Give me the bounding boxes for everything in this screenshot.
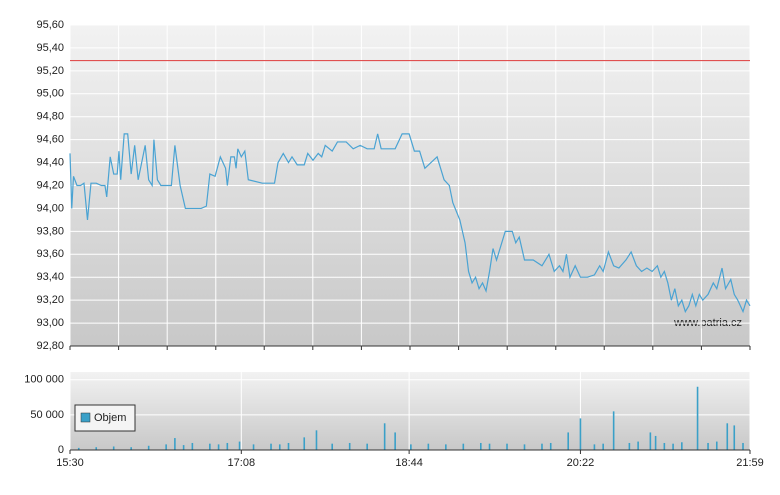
y-tick-label: 94,80 — [36, 111, 64, 123]
volume-bar — [410, 444, 412, 450]
y-tick-label: 94,60 — [36, 134, 64, 146]
volume-bar — [165, 444, 167, 450]
volume-bar — [394, 432, 396, 450]
volume-bar — [593, 444, 596, 450]
volume-bar — [672, 443, 674, 450]
y-tick-label: 93,20 — [36, 294, 64, 306]
y-tick-label: 93,00 — [36, 317, 64, 329]
volume-bar — [427, 443, 430, 450]
x-tick-label: 15:30 — [56, 457, 84, 469]
y-tick-label: 100 000 — [24, 374, 64, 386]
volume-bar — [130, 447, 132, 450]
y-tick-label: 92,80 — [36, 340, 64, 352]
volume-bar — [649, 432, 652, 450]
volume-bar — [383, 423, 386, 450]
volume-bar — [182, 445, 185, 450]
volume-bar — [612, 411, 615, 450]
volume-bar — [726, 423, 729, 450]
volume-bar — [252, 444, 255, 450]
volume-bar — [445, 444, 447, 450]
x-tick-label: 20:22 — [567, 457, 595, 469]
volume-bar — [270, 443, 272, 450]
volume-bar — [366, 443, 368, 450]
volume-bar — [549, 442, 552, 450]
y-tick-label: 94,40 — [36, 156, 64, 168]
x-tick-label: 18:44 — [395, 457, 423, 469]
y-tick-label: 93,40 — [36, 271, 64, 283]
volume-bar — [95, 447, 98, 450]
volume-bar — [462, 443, 465, 450]
y-tick-label: 93,60 — [36, 248, 64, 260]
volume-bar — [579, 418, 582, 450]
y-tick-label: 95,20 — [36, 65, 64, 77]
y-tick-label: 95,00 — [36, 88, 64, 100]
volume-bar — [238, 441, 241, 450]
volume-bar — [217, 444, 220, 450]
volume-bar — [348, 442, 351, 450]
volume-bar — [278, 444, 281, 450]
legend-swatch — [80, 412, 91, 423]
y-tick-label: 0 — [58, 444, 64, 456]
volume-bar — [637, 441, 639, 450]
volume-bar — [681, 442, 683, 450]
volume-bar — [147, 445, 150, 450]
volume-bar — [742, 442, 744, 450]
volume-bar — [174, 438, 176, 450]
volume-bar — [506, 443, 508, 450]
volume-bar — [331, 443, 334, 450]
y-tick-label: 93,80 — [36, 225, 64, 237]
volume-bar — [191, 442, 194, 450]
volume-bar — [209, 443, 211, 450]
x-tick-label: 21:59 — [736, 457, 764, 469]
y-tick-label: 94,00 — [36, 202, 64, 214]
volume-bar — [77, 447, 80, 450]
y-tick-label: 95,60 — [36, 19, 64, 31]
volume-bar — [663, 442, 666, 450]
volume-bar — [303, 437, 306, 450]
volume-bar — [523, 444, 526, 450]
volume-bar — [226, 442, 229, 450]
y-tick-label: 95,40 — [36, 42, 64, 54]
price-line — [69, 133, 751, 314]
y-tick-label: 94,20 — [36, 179, 64, 191]
y-tick-label: 50 000 — [30, 409, 64, 421]
volume-bar — [696, 386, 699, 450]
volume-bar — [541, 443, 543, 450]
x-tick-label: 17:08 — [228, 457, 256, 469]
volume-bar — [733, 425, 736, 450]
volume-bar — [287, 442, 290, 450]
volume-bar — [315, 430, 318, 450]
volume-bar — [602, 443, 604, 450]
volume-bar — [628, 442, 631, 450]
volume-bar — [112, 446, 115, 450]
volume-bar — [567, 432, 570, 450]
volume-bar — [707, 442, 709, 450]
volume-bar — [488, 443, 491, 450]
volume-bar — [715, 441, 718, 450]
volume-bar — [654, 435, 657, 450]
legend-label: Objem — [94, 412, 126, 424]
volume-bar — [479, 442, 482, 450]
volume-panel — [70, 372, 750, 450]
